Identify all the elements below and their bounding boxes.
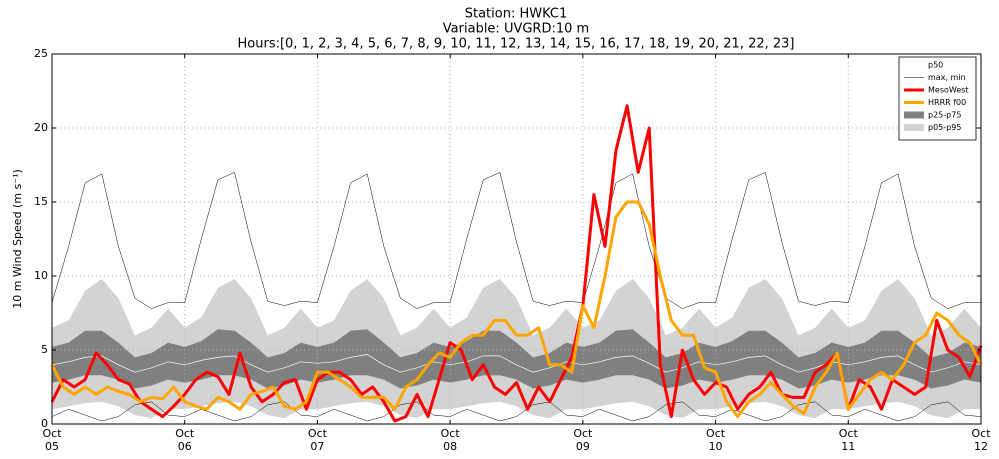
series-line (50, 200, 983, 419)
x-tick-label: Oct 05 (42, 427, 62, 453)
x-tick-label: Oct 06 (175, 427, 195, 453)
x-tick-label: Oct 11 (839, 427, 859, 453)
y-tick-label: 15 (34, 195, 48, 208)
y-tick-label: 20 (34, 121, 48, 134)
series-line (50, 104, 983, 423)
chart-subtitle: Variable: UVGRD:10 m (443, 22, 589, 37)
legend-swatch (904, 111, 924, 119)
legend-label: p05-p95 (928, 123, 961, 132)
y-tick-label: 5 (41, 343, 48, 356)
y-tick-label: 25 (34, 47, 48, 60)
y-tick-label: 10 (34, 269, 48, 282)
x-tick-label: Oct 09 (573, 427, 593, 453)
legend-label: MesoWest (928, 86, 969, 95)
y-axis-label: 10 m Wind Speed (m s⁻¹) (11, 169, 24, 309)
percentile-band (52, 329, 981, 389)
x-tick-label: Oct 08 (441, 427, 461, 453)
axes-frame (51, 53, 982, 425)
legend-swatch (904, 124, 924, 131)
extreme-line (51, 172, 981, 309)
legend-label: HRRR f00 (928, 98, 966, 107)
extreme-line (51, 401, 982, 422)
legend-label: p50 (928, 61, 943, 70)
y-tick-label: 0 (41, 417, 48, 430)
legend-label: max, min (928, 73, 966, 82)
legend-label: p25-p75 (928, 111, 961, 120)
x-tick-label: Oct 10 (706, 427, 726, 453)
chart-title: Station: HWKC1 (465, 7, 568, 22)
x-tick-label: Oct 07 (308, 427, 328, 453)
x-tick-label: Oct 12 (971, 427, 991, 453)
hours-label: Hours:[0, 1, 2, 3, 4, 5, 6, 7, 8, 9, 10,… (238, 37, 795, 52)
